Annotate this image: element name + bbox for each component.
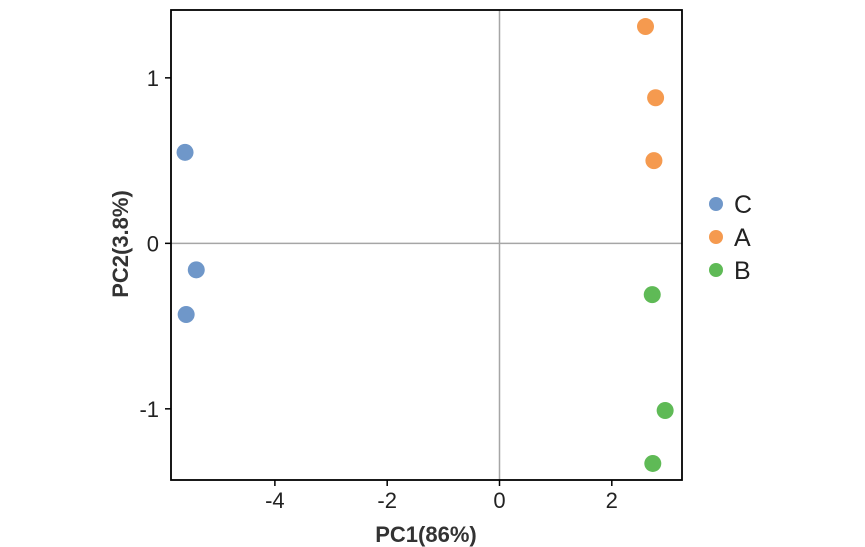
x-tick-label: 0 (493, 488, 505, 513)
y-tick-label: -1 (139, 397, 159, 422)
data-point-a (647, 89, 665, 107)
plot-frame (170, 9, 683, 481)
x-tick-label: -2 (377, 488, 397, 513)
x-axis-title: PC1(86%) (375, 522, 476, 547)
data-point-b (644, 454, 662, 472)
y-tick-label: 0 (147, 231, 159, 256)
legend: CAB (709, 191, 752, 285)
legend-marker-c (709, 197, 723, 211)
data-point-a (645, 152, 663, 170)
y-axis-title: PC2(3.8%) (108, 190, 133, 298)
x-tick-label: 2 (606, 488, 618, 513)
y-tick-label: 1 (147, 66, 159, 91)
legend-marker-b (709, 263, 723, 277)
legend-marker-a (709, 230, 723, 244)
data-point-b (643, 286, 661, 304)
data-point-a (637, 18, 654, 36)
plot-layer: -4 -2 0 2 -1 0 1 (139, 9, 683, 513)
x-tick-label: -4 (265, 488, 285, 513)
data-point-c (176, 143, 194, 161)
legend-label-a: A (734, 224, 751, 252)
data-point-c (187, 261, 205, 279)
data-point-c (177, 306, 195, 324)
data-point-b (656, 401, 674, 419)
legend-label-b: B (734, 257, 751, 285)
legend-label-c: C (734, 191, 752, 219)
